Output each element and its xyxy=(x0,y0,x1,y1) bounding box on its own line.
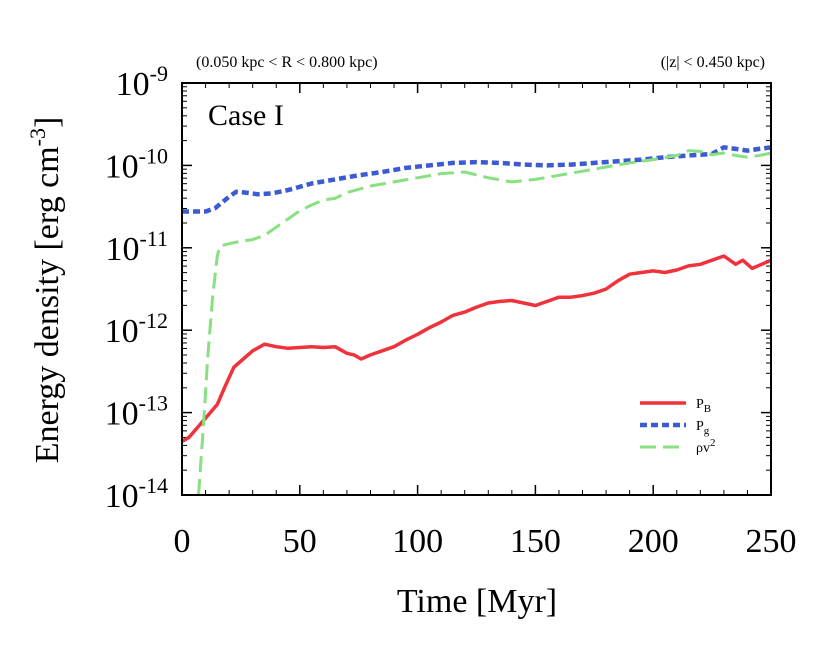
plot-frame xyxy=(181,82,772,496)
y-tick-exponent: -11 xyxy=(139,226,168,251)
y-axis-label-sup: -3 xyxy=(25,128,50,146)
legend-label-PB: PB xyxy=(696,397,711,415)
y-tick-base: 10 xyxy=(105,396,139,433)
y-tick-base: 10 xyxy=(105,231,139,268)
y-tick-base: 10 xyxy=(105,148,139,185)
title-right: (|z| < 0.450 kpc) xyxy=(661,54,765,71)
y-axis-label: Energy density [erg cm-3] xyxy=(25,117,66,464)
case-annotation: Case I xyxy=(208,99,284,132)
x-axis-label: Time [Myr] xyxy=(397,583,557,620)
legend-label-sub: B xyxy=(704,403,711,415)
x-tick-label: 50 xyxy=(283,523,317,560)
y-tick-base: 10 xyxy=(105,478,139,515)
y-tick-base: 10 xyxy=(116,66,150,103)
series-line-PB xyxy=(182,254,771,443)
x-tick-label: 200 xyxy=(628,523,679,560)
y-tick-exponent: -12 xyxy=(139,308,168,333)
y-tick-exponent: -13 xyxy=(139,391,168,416)
y-tick-exponent: -9 xyxy=(150,61,168,86)
y-axis-label-close: ] xyxy=(29,117,66,128)
y-tick-label: 10-12 xyxy=(105,308,168,350)
y-tick-label: 10-10 xyxy=(105,143,168,185)
series-line-Pg xyxy=(182,145,771,214)
x-tick-labels: 0 50 100 150 200 250 xyxy=(174,523,797,560)
legend-label-sup: 2 xyxy=(710,437,716,449)
y-tick-base: 10 xyxy=(105,313,139,350)
y-tick-label: 10-14 xyxy=(105,473,168,515)
y-tick-label: 10-13 xyxy=(105,391,168,433)
x-tick-label: 250 xyxy=(746,523,797,560)
legend-label-rhov2: ρv2 xyxy=(696,437,716,456)
legend-label-base: P xyxy=(696,419,704,434)
y-tick-label: 10-11 xyxy=(105,226,168,268)
series-line-rhov2 xyxy=(197,149,771,495)
x-tick-label: 150 xyxy=(510,523,561,560)
legend-label-base: P xyxy=(696,397,704,412)
title-left: (0.050 kpc < R < 0.800 kpc) xyxy=(196,54,378,71)
x-tick-label: 100 xyxy=(392,523,443,560)
y-tick-label: 10-9 xyxy=(116,61,168,103)
series-layer xyxy=(182,145,771,495)
legend-label-Pg: Pg xyxy=(696,419,710,437)
tick-marks xyxy=(181,82,772,496)
legend-label-base: ρv xyxy=(696,441,710,456)
x-tick-label: 0 xyxy=(174,523,191,560)
legend-label-sub: g xyxy=(704,425,710,437)
y-tick-exponent: -10 xyxy=(139,143,168,168)
y-tick-exponent: -14 xyxy=(139,473,168,498)
y-axis-label-text: Energy density [erg cm xyxy=(29,146,66,463)
